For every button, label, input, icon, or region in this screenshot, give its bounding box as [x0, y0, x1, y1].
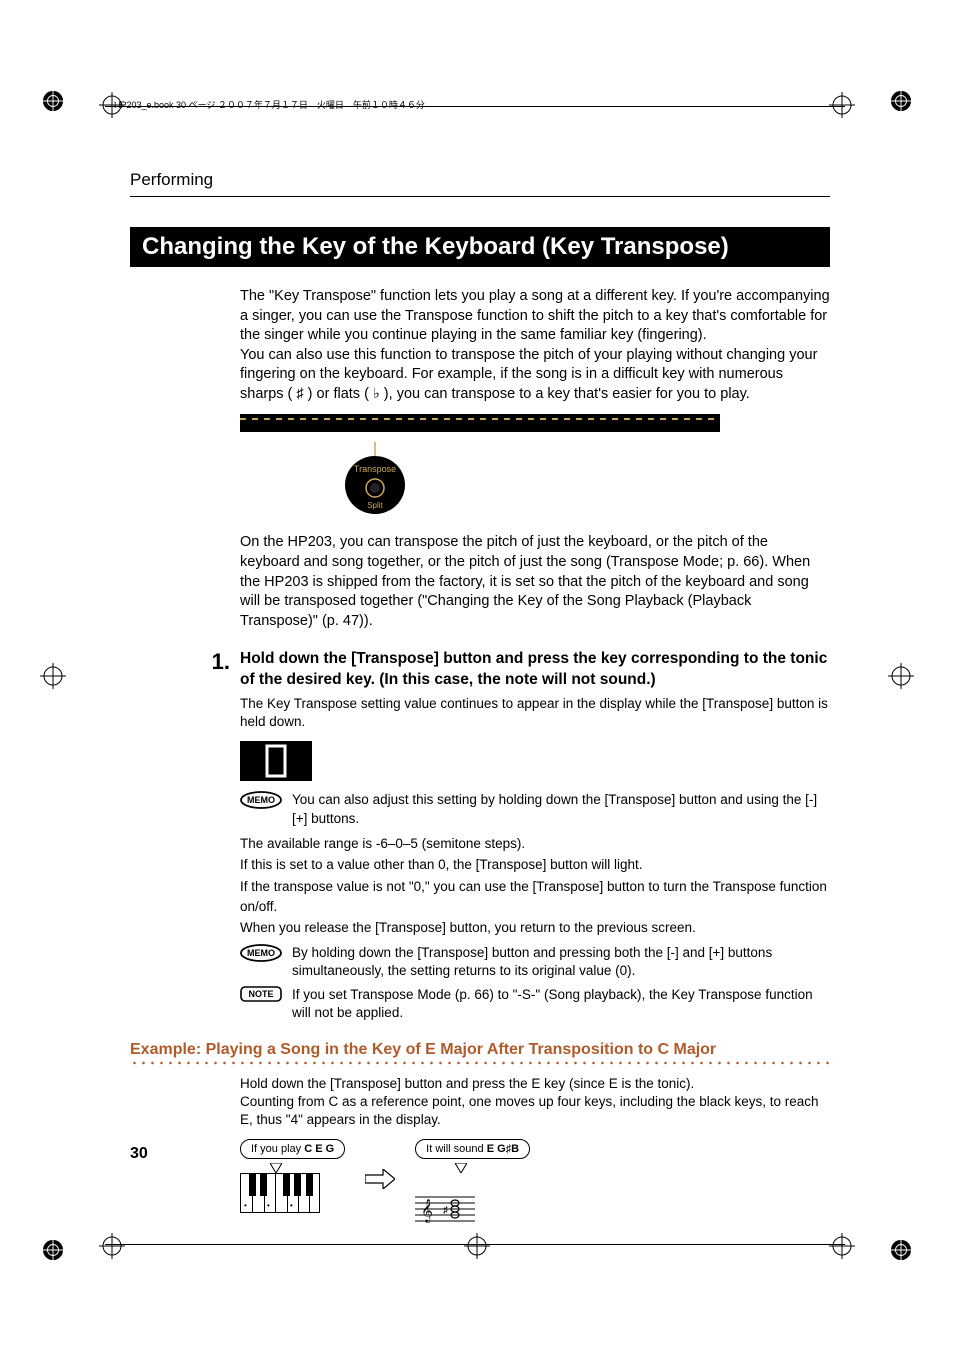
- range-note: The available range is -6–0–5 (semitone …: [240, 834, 830, 854]
- note-icon: NOTE: [240, 986, 282, 1022]
- play-bubble-prefix: If you play: [251, 1143, 304, 1155]
- example-heading: Example: Playing a Song in the Key of E …: [130, 1041, 830, 1059]
- instrument-panel-icon: [240, 414, 720, 432]
- step-1-title: Hold down the [Transpose] button and pre…: [240, 649, 830, 691]
- memo-icon: MEMO: [240, 944, 282, 980]
- footer-rule: [105, 1244, 845, 1245]
- onoff-note: If the transpose value is not "0," you c…: [240, 877, 830, 916]
- crop-mark-icon: [42, 1239, 64, 1261]
- arrow-right-icon: [365, 1169, 395, 1194]
- registration-cross-icon: [829, 1233, 855, 1259]
- button-light-note: If this is set to a value other than 0, …: [240, 855, 830, 875]
- split-knob-label: Split: [367, 501, 383, 510]
- step-1-description: The Key Transpose setting value continue…: [240, 695, 830, 731]
- svg-text:NOTE: NOTE: [248, 989, 273, 999]
- sound-bubble: It will sound E G♯B: [415, 1139, 530, 1159]
- dotted-rule: [130, 1061, 830, 1065]
- staff-diagram-right: It will sound E G♯B 𝄞 ♯: [415, 1139, 530, 1236]
- memo-2-text: By holding down the [Transpose] button a…: [292, 944, 830, 980]
- registration-cross-icon: [99, 1233, 125, 1259]
- transpose-behavior-paragraph: On the HP203, you can transpose the pitc…: [240, 533, 830, 631]
- svg-text:MEMO: MEMO: [247, 948, 275, 958]
- play-bubble-notes: C E G: [304, 1143, 334, 1155]
- transpose-knob-label: Transpose: [354, 464, 396, 474]
- intro-paragraph-1: The "Key Transpose" function lets you pl…: [240, 287, 830, 346]
- transpose-knob-diagram: Transpose Split: [345, 442, 830, 519]
- svg-text:𝄞: 𝄞: [421, 1200, 433, 1223]
- crop-mark-icon: [890, 90, 912, 112]
- registration-cross-icon: [464, 1233, 490, 1259]
- section-rule: [130, 196, 830, 197]
- registration-cross-icon: [888, 663, 914, 689]
- section-header: Performing: [130, 170, 830, 190]
- registration-cross-icon: [40, 663, 66, 689]
- example-paragraph-1: Hold down the [Transpose] button and pre…: [240, 1075, 830, 1093]
- svg-text:MEMO: MEMO: [247, 795, 275, 805]
- intro-paragraph-2: You can also use this function to transp…: [240, 346, 830, 405]
- book-header-text: HP203_e.book 30 ページ ２００７年７月１７日 火曜日 午前１０時…: [114, 98, 425, 111]
- crop-mark-icon: [42, 90, 64, 112]
- memo-icon: MEMO: [240, 791, 282, 827]
- release-note: When you release the [Transpose] button,…: [240, 918, 830, 938]
- example-paragraph-2: Counting from C as a reference point, on…: [240, 1093, 830, 1129]
- sound-bubble-prefix: It will sound: [426, 1143, 487, 1155]
- registration-cross-icon: [829, 92, 855, 118]
- page-title: Changing the Key of the Keyboard (Key Tr…: [130, 227, 830, 267]
- play-bubble: If you play C E G: [240, 1139, 345, 1159]
- svg-text:♯: ♯: [443, 1205, 448, 1216]
- page-number: 30: [130, 1145, 148, 1163]
- lcd-display: [240, 741, 312, 781]
- memo-1-text: You can also adjust this setting by hold…: [292, 791, 830, 827]
- keyboard-diagram-left: If you play C E G • • •: [240, 1139, 345, 1213]
- step-number: 1.: [202, 649, 230, 731]
- sound-bubble-notes: E G♯B: [487, 1143, 519, 1155]
- note-1-text: If you set Transpose Mode (p. 66) to "-S…: [292, 986, 830, 1022]
- crop-mark-icon: [890, 1239, 912, 1261]
